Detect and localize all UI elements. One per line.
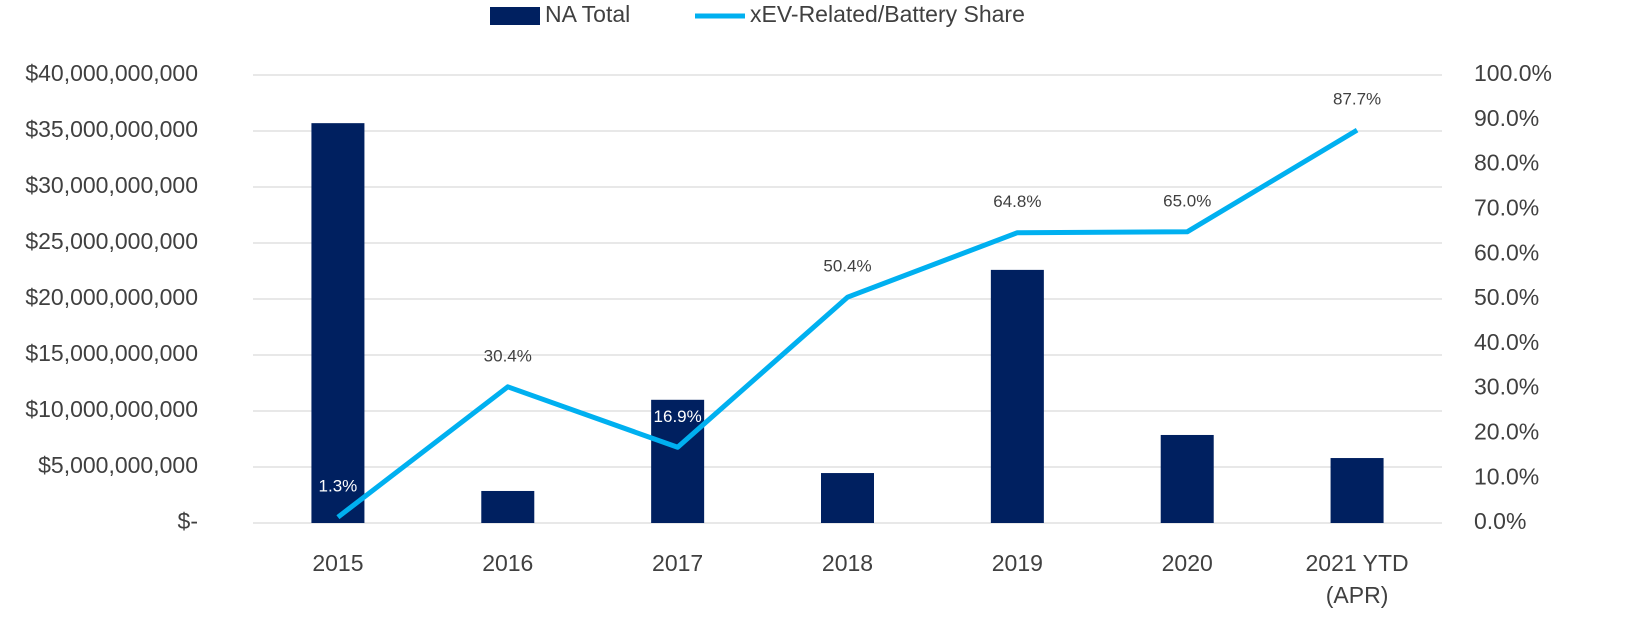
legend-label: NA Total <box>545 1 630 27</box>
x-tick-label: 2019 <box>991 550 1043 576</box>
line <box>336 127 1359 520</box>
y2-tick-label: 90.0% <box>1474 105 1539 131</box>
y-tick-label: $10,000,000,000 <box>25 396 198 422</box>
y2-tick-label: 40.0% <box>1474 329 1539 355</box>
y2-tick-label: 60.0% <box>1474 239 1539 265</box>
y2-tick-label: 0.0% <box>1474 508 1526 534</box>
y-tick-label: $5,000,000,000 <box>38 452 198 478</box>
bar <box>1160 434 1214 523</box>
x-tick-label: 2021 YTD (APR) <box>1305 550 1409 608</box>
y2-tick-label: 80.0% <box>1474 150 1539 176</box>
bar <box>1330 458 1384 523</box>
x-tick-label: 2017 <box>652 550 704 576</box>
y2-tick-label: 70.0% <box>1474 194 1539 220</box>
y2-tick-label: 50.0% <box>1474 284 1539 310</box>
y2-tick-label: 10.0% <box>1474 463 1539 489</box>
x-tick-label: 2015 <box>312 550 364 576</box>
data-label: 64.8% <box>993 192 1041 211</box>
y-tick-label: $15,000,000,000 <box>25 340 198 366</box>
legend-label: xEV-Related/Battery Share <box>750 1 1025 27</box>
y-tick-label: $25,000,000,000 <box>25 228 198 254</box>
y-tick-label: $30,000,000,000 <box>25 172 198 198</box>
y2-tick-label: 100.0% <box>1474 60 1552 86</box>
data-label: 65.0% <box>1163 191 1211 210</box>
data-label: 30.4% <box>484 346 532 365</box>
bar <box>311 123 365 523</box>
y2-tick-label: 20.0% <box>1474 418 1539 444</box>
y-tick-label: $- <box>178 508 198 534</box>
bar <box>651 399 705 523</box>
y-tick-label: $40,000,000,000 <box>25 60 198 86</box>
legend-swatch <box>490 7 540 25</box>
y2-tick-label: 30.0% <box>1474 374 1539 400</box>
x-tick-label: 2016 <box>482 550 534 576</box>
bar <box>481 490 535 523</box>
data-label: 50.4% <box>823 257 871 276</box>
data-label: 16.9% <box>654 407 702 426</box>
bar <box>990 269 1044 523</box>
data-label: 1.3% <box>319 477 358 496</box>
x-tick-label: 2018 <box>821 550 874 576</box>
data-label: 87.7% <box>1333 90 1381 109</box>
y-tick-label: $35,000,000,000 <box>25 116 198 142</box>
y-tick-label: $20,000,000,000 <box>25 284 198 310</box>
bar <box>821 473 874 523</box>
x-tick-label: 2020 <box>1161 550 1213 576</box>
